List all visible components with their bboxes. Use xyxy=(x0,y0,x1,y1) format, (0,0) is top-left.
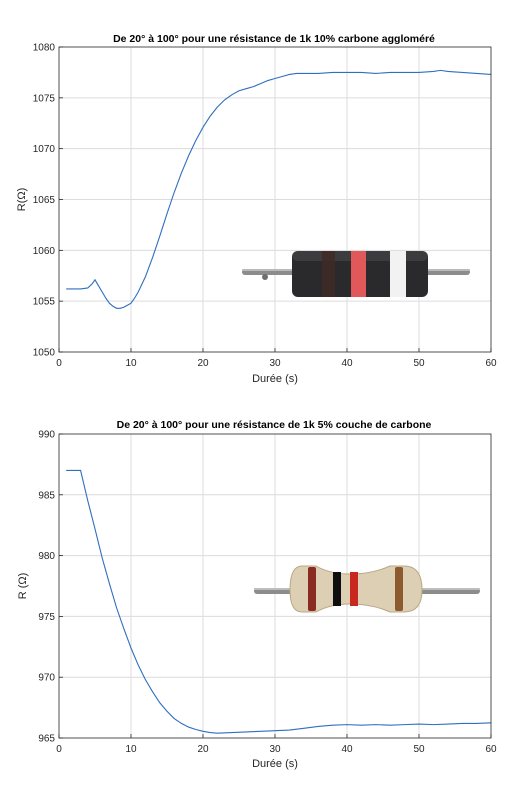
band-gold xyxy=(395,567,403,611)
x-tick-label: 30 xyxy=(269,358,281,369)
x-axis-label: Durée (s) xyxy=(252,758,298,770)
band-black xyxy=(333,572,341,606)
plot-frame xyxy=(58,433,492,739)
x-tick-label: 60 xyxy=(485,358,497,369)
x-tick-label: 50 xyxy=(413,744,425,755)
y-tick-label: 1065 xyxy=(33,195,56,206)
plot-frame xyxy=(58,46,492,353)
band-red xyxy=(351,251,366,297)
y-tick-label: 1060 xyxy=(33,246,56,257)
x-tick-label: 30 xyxy=(269,744,281,755)
chart-title: De 20° à 100° pour une résistance de 1k … xyxy=(117,419,432,431)
y-tick-label: 1075 xyxy=(33,93,56,104)
band-brown xyxy=(308,567,316,611)
x-tick-label: 60 xyxy=(485,744,497,755)
y-axis-label: R(Ω) xyxy=(16,188,28,212)
y-tick-label: 980 xyxy=(38,551,55,562)
series-line xyxy=(66,469,492,734)
x-tick-label: 50 xyxy=(413,358,425,369)
x-tick-label: 40 xyxy=(341,744,353,755)
y-axis-label: R (Ω) xyxy=(17,573,29,600)
resistor-lead-solder xyxy=(262,274,268,280)
resistor-photo-carbon-film xyxy=(254,565,480,613)
x-tick-label: 40 xyxy=(341,358,353,369)
chart-bottom: De 20° à 100° pour une résistance de 1k … xyxy=(17,419,497,770)
y-tick-label: 975 xyxy=(38,612,55,623)
y-tick-label: 1070 xyxy=(33,144,56,155)
y-tick-label: 970 xyxy=(38,673,55,684)
y-tick-label: 965 xyxy=(38,734,55,745)
band-brown xyxy=(322,251,335,297)
x-tick-label: 10 xyxy=(125,744,137,755)
chart-title: De 20° à 100° pour une résistance de 1k … xyxy=(113,33,435,45)
y-tick-label: 1050 xyxy=(33,348,56,359)
band-silver xyxy=(390,251,406,297)
band-red xyxy=(350,572,358,606)
chart-top: De 20° à 100° pour une résistance de 1k … xyxy=(16,33,497,385)
x-tick-label: 20 xyxy=(197,358,209,369)
x-tick-label: 20 xyxy=(197,744,209,755)
x-tick-label: 10 xyxy=(125,358,137,369)
series-line xyxy=(66,69,492,309)
x-axis-label: Durée (s) xyxy=(252,373,298,385)
y-tick-label: 990 xyxy=(38,430,55,441)
y-tick-label: 1080 xyxy=(33,43,56,54)
x-tick-label: 0 xyxy=(56,358,62,369)
y-tick-label: 1055 xyxy=(33,297,56,308)
resistor-photo-carbon-composition xyxy=(242,251,470,297)
y-tick-label: 985 xyxy=(38,490,55,501)
x-tick-label: 0 xyxy=(56,744,62,755)
